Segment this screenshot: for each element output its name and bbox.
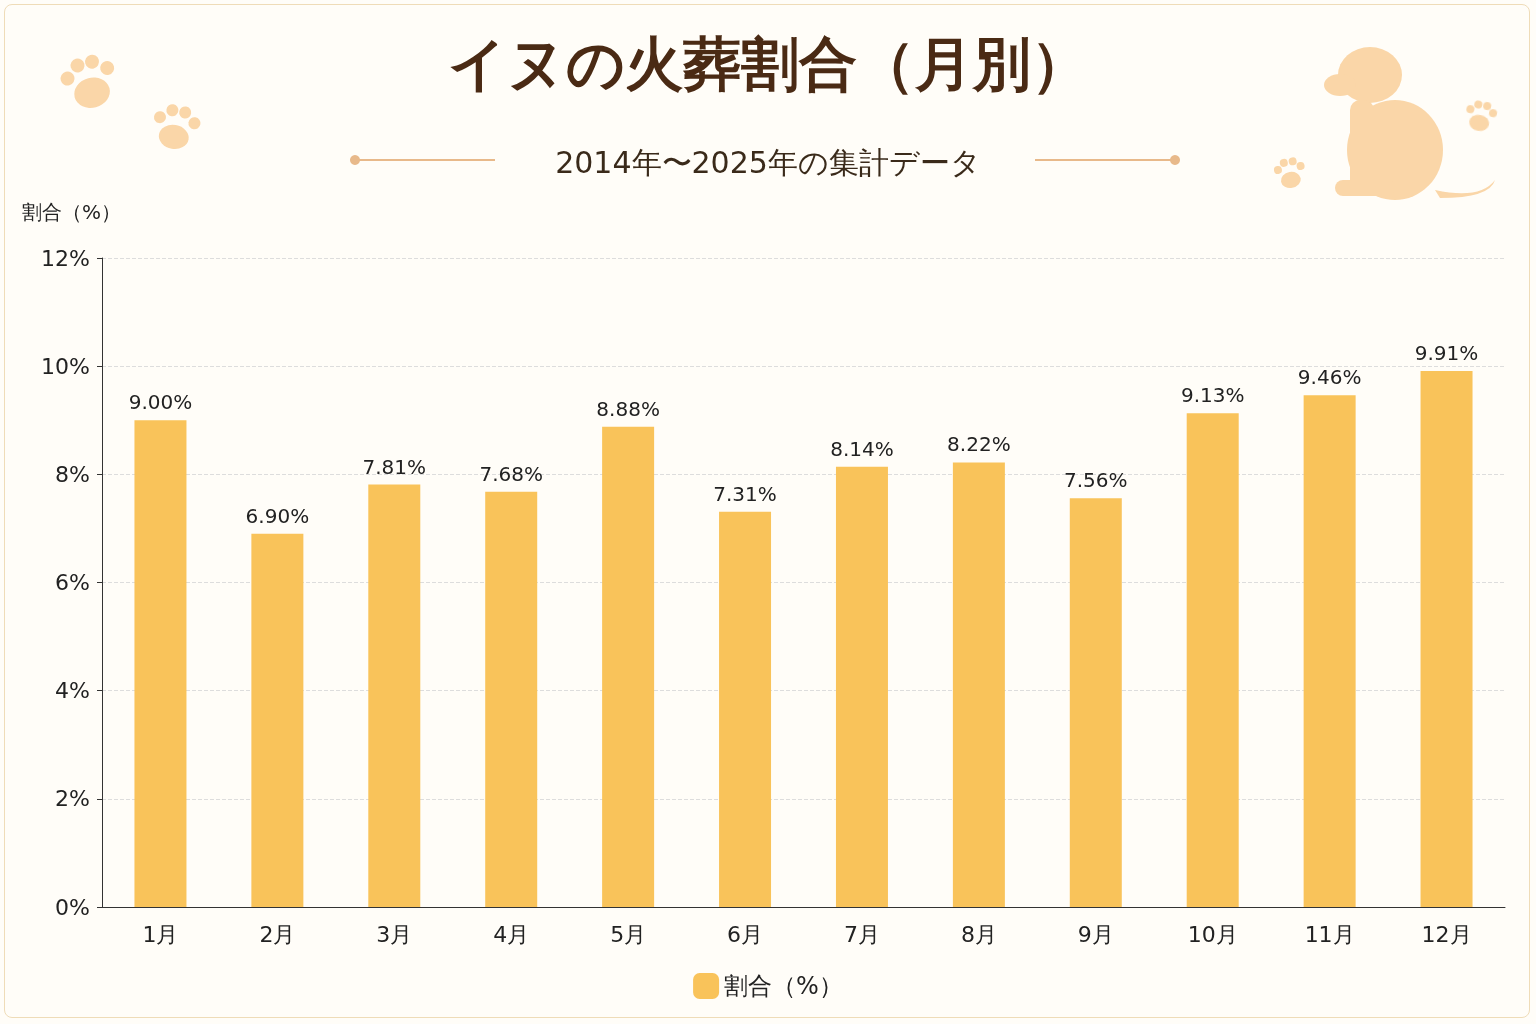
svg-text:1月: 1月 xyxy=(142,922,178,947)
svg-text:7.81%: 7.81% xyxy=(363,455,427,479)
svg-text:7月: 7月 xyxy=(844,922,880,947)
svg-text:4%: 4% xyxy=(55,678,90,703)
svg-text:8.14%: 8.14% xyxy=(830,437,894,461)
svg-text:8%: 8% xyxy=(55,462,90,487)
svg-text:10月: 10月 xyxy=(1188,922,1238,947)
svg-text:2月: 2月 xyxy=(259,922,295,947)
svg-text:0%: 0% xyxy=(55,895,90,920)
svg-text:10%: 10% xyxy=(41,354,90,379)
svg-text:6月: 6月 xyxy=(727,922,763,947)
svg-text:割合（%）: 割合（%） xyxy=(724,972,843,1000)
svg-text:9.46%: 9.46% xyxy=(1298,365,1362,389)
svg-text:9.00%: 9.00% xyxy=(129,390,193,414)
svg-text:3月: 3月 xyxy=(376,922,412,947)
svg-text:9.13%: 9.13% xyxy=(1181,383,1245,407)
svg-text:9.91%: 9.91% xyxy=(1415,341,1479,365)
svg-text:8.88%: 8.88% xyxy=(596,397,660,421)
svg-text:8月: 8月 xyxy=(961,922,997,947)
svg-text:8.22%: 8.22% xyxy=(947,432,1011,456)
svg-text:割合（%）: 割合（%） xyxy=(22,200,121,224)
svg-text:2%: 2% xyxy=(55,786,90,811)
svg-text:イヌの火葬割合（月別）: イヌの火葬割合（月別） xyxy=(448,30,1089,98)
svg-text:4月: 4月 xyxy=(493,922,529,947)
svg-text:7.56%: 7.56% xyxy=(1064,468,1128,492)
svg-text:12%: 12% xyxy=(41,246,90,271)
svg-text:2014年〜2025年の集計データ: 2014年〜2025年の集計データ xyxy=(555,145,981,180)
svg-text:12月: 12月 xyxy=(1422,922,1472,947)
svg-text:6.90%: 6.90% xyxy=(246,504,310,528)
svg-text:5月: 5月 xyxy=(610,922,646,947)
svg-text:7.31%: 7.31% xyxy=(713,482,777,506)
svg-text:11月: 11月 xyxy=(1305,922,1355,947)
svg-text:7.68%: 7.68% xyxy=(479,462,543,486)
svg-text:6%: 6% xyxy=(55,570,90,595)
svg-text:9月: 9月 xyxy=(1078,922,1114,947)
